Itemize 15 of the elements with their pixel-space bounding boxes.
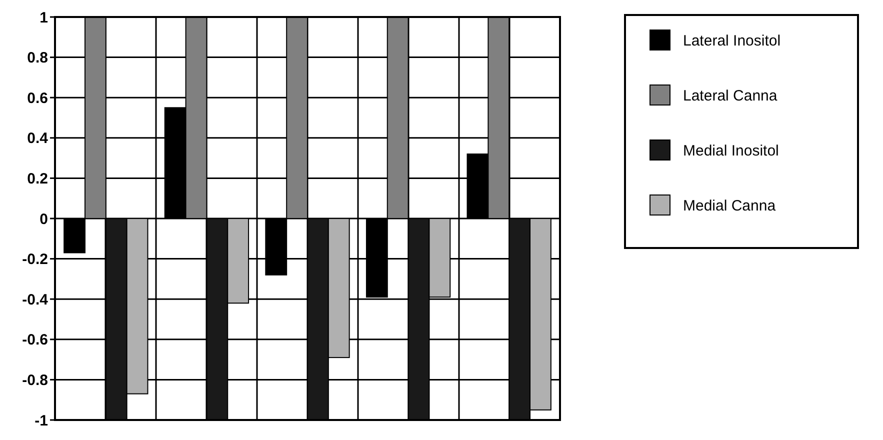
y-tick-label: -1	[34, 412, 48, 430]
legend-label: Lateral Canna	[683, 87, 778, 104]
y-tick-label: -0.2	[22, 251, 48, 268]
y-tick-label: 0	[40, 210, 48, 228]
y-tick-label: -0.4	[22, 291, 49, 308]
y-tick-label: 0.4	[27, 130, 49, 148]
y-tick-label: 0.6	[27, 90, 48, 107]
y-tick-label: 0.8	[27, 50, 48, 67]
legend-label: Medial Canna	[683, 197, 776, 214]
y-tick-label: -0.6	[22, 332, 48, 349]
legend-label: Medial Inositol	[683, 142, 779, 160]
y-tick-label: 0.2	[27, 170, 48, 188]
y-tick-label: 1	[40, 9, 48, 26]
y-tick-label: -0.8	[22, 372, 48, 389]
legend-label: Lateral Inositol	[683, 32, 781, 50]
